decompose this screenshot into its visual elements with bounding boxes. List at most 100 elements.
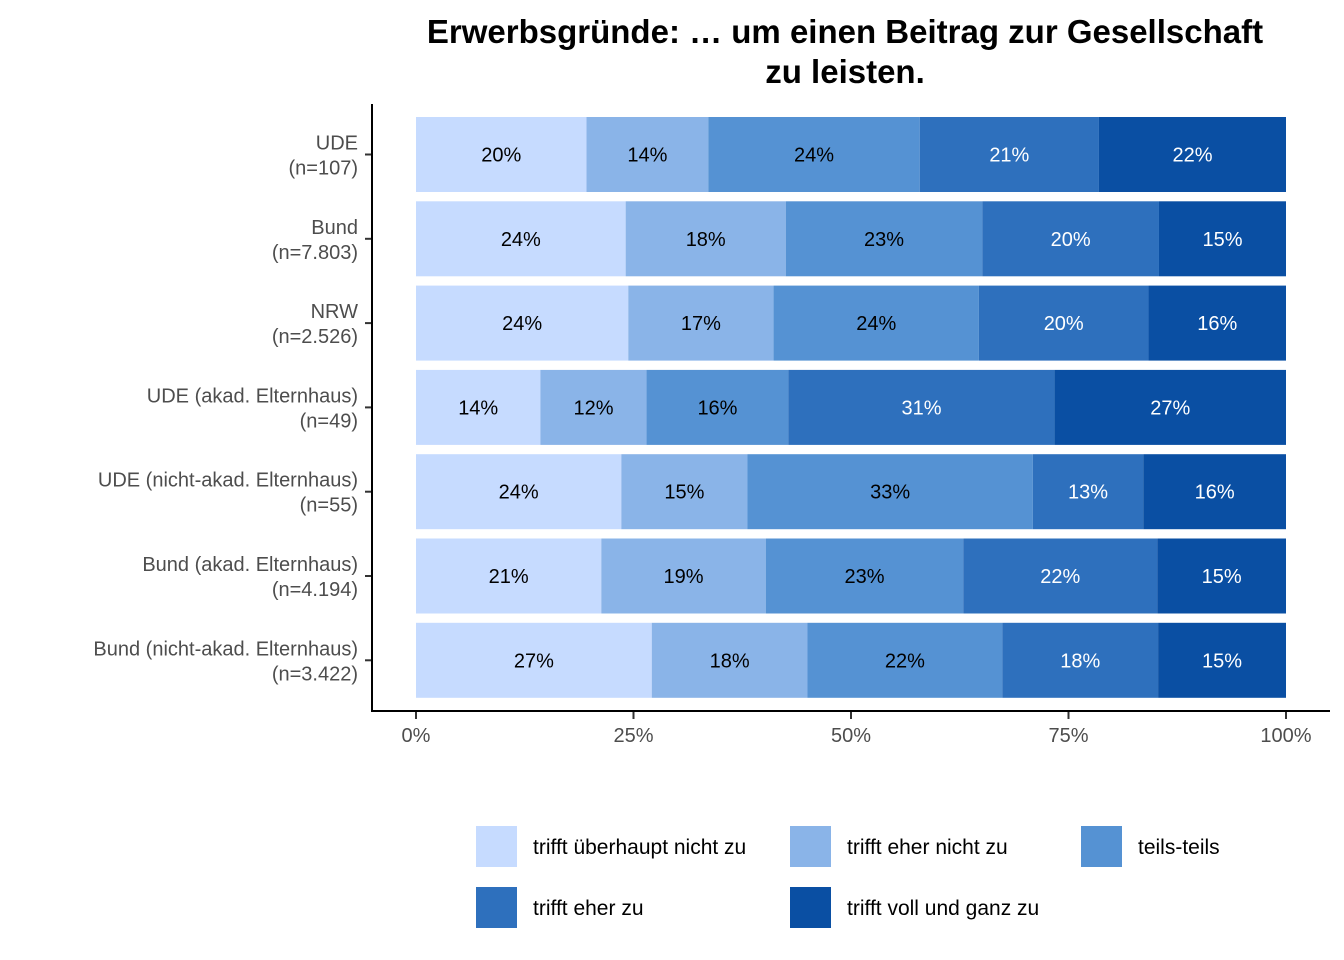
bar-segment: [416, 454, 622, 530]
y-tick-label-line: Bund: [311, 217, 358, 239]
bar-segment: [982, 201, 1159, 277]
bar-segment: [416, 201, 626, 277]
legend-label: trifft voll und ganz zu: [847, 897, 1039, 920]
chart-title: Erwerbsgründe: … um einen Beitrag zur Ge…: [350, 12, 1340, 92]
data-label: 24%: [856, 313, 896, 335]
data-label: 18%: [686, 229, 726, 251]
y-tick-label-line: UDE (akad. Elternhaus): [147, 385, 358, 407]
bar-segment: [416, 369, 541, 445]
data-label: 23%: [864, 229, 904, 251]
y-tick-label-line: (n=2.526): [272, 326, 358, 348]
data-label: 15%: [1202, 566, 1242, 588]
data-label: 19%: [664, 566, 704, 588]
bar-segment: [708, 117, 920, 192]
x-tick-label: 100%: [1260, 725, 1311, 747]
data-label: 20%: [481, 145, 521, 167]
bar-segment: [601, 538, 766, 614]
y-tick-label-line: (n=49): [300, 410, 358, 432]
x-tick-label: 0%: [402, 725, 431, 747]
bar-segment: [1157, 538, 1286, 614]
bar-segment: [1002, 622, 1159, 698]
data-label: 20%: [1051, 229, 1091, 251]
bar-segment: [1148, 285, 1286, 361]
y-tick-label: Bund (akad. Elternhaus) (n=4.194): [142, 554, 358, 601]
legend-swatch: [476, 826, 517, 867]
data-label: 24%: [794, 145, 834, 167]
legend-label: teils-teils: [1138, 836, 1220, 859]
bar-segment: [540, 369, 647, 445]
chart-title-line-1: Erwerbsgründe: … um einen Beitrag zur Ge…: [426, 13, 1264, 50]
bar-segment: [765, 538, 964, 614]
bar-segment: [416, 117, 587, 192]
y-tick-label-line: (n=7.803): [272, 242, 358, 264]
data-label: 23%: [844, 566, 884, 588]
legend-swatch: [790, 887, 831, 928]
data-label: 22%: [1172, 145, 1212, 167]
bar-segment: [785, 201, 983, 277]
bar-segment: [1032, 454, 1144, 530]
y-tick-label: UDE (n=107): [289, 133, 359, 180]
y-tick-label-line: (n=3.422): [272, 663, 358, 685]
bar-segment: [651, 622, 808, 698]
bar-segment: [416, 622, 652, 698]
data-label: 14%: [627, 145, 667, 167]
bar-segment: [1143, 454, 1286, 530]
data-label: 22%: [1040, 566, 1080, 588]
data-label: 15%: [1202, 229, 1242, 251]
bar-segment: [1158, 201, 1286, 277]
data-label: 18%: [1060, 650, 1100, 672]
bar-segment: [1098, 117, 1286, 192]
y-tick-label: UDE (akad. Elternhaus) (n=49): [147, 385, 358, 432]
bar-segment: [1158, 622, 1286, 698]
legend-label: trifft überhaupt nicht zu: [533, 836, 746, 859]
data-label: 14%: [458, 397, 498, 419]
bar-segment: [747, 454, 1033, 530]
data-label: 20%: [1044, 313, 1084, 335]
bars-layer: 20% 14% 24% 21% 22% 24% 18% 23% 20% 15% 24% 17% 24% 2…: [416, 117, 1286, 698]
data-label: 13%: [1068, 482, 1108, 504]
data-label: 16%: [697, 397, 737, 419]
y-tick-label-line: Bund (akad. Elternhaus): [142, 554, 358, 576]
data-label: 12%: [573, 397, 613, 419]
y-tick-label-line: (n=107): [289, 158, 359, 180]
legend: trifft überhaupt nicht zu trifft eher nic…: [476, 826, 1220, 928]
bar-segment: [963, 538, 1158, 614]
x-tick-label: 75%: [1048, 725, 1088, 747]
axes-layer: UDE (n=107) Bund (n=7.803) NRW (n=2.526) UDE (…: [93, 104, 1330, 747]
bar-segment: [621, 454, 748, 530]
data-label: 16%: [1195, 482, 1235, 504]
data-label: 24%: [499, 482, 539, 504]
data-label: 31%: [901, 397, 941, 419]
data-label: 21%: [989, 145, 1029, 167]
data-label: 24%: [502, 313, 542, 335]
data-label: 27%: [1150, 397, 1190, 419]
x-tick-label: 25%: [613, 725, 653, 747]
data-label: 18%: [710, 650, 750, 672]
legend-swatch: [1081, 826, 1122, 867]
y-tick-label: Bund (nicht-akad. Elternhaus) (n=3.422): [93, 638, 358, 685]
data-label: 22%: [885, 650, 925, 672]
y-tick-label: NRW (n=2.526): [272, 301, 358, 348]
y-tick-label: UDE (nicht-akad. Elternhaus) (n=55): [98, 470, 358, 517]
bar-segment: [416, 285, 629, 361]
bar-segment: [416, 538, 602, 614]
bar-segment: [919, 117, 1099, 192]
bar-segment: [628, 285, 774, 361]
data-label: 33%: [870, 482, 910, 504]
legend-swatch: [476, 887, 517, 928]
x-tick-label: 50%: [831, 725, 871, 747]
bar-segment: [625, 201, 786, 277]
legend-swatch: [790, 826, 831, 867]
legend-label: trifft eher zu: [533, 897, 644, 920]
data-label: 16%: [1197, 313, 1237, 335]
data-label: 21%: [489, 566, 529, 588]
bar-segment: [978, 285, 1149, 361]
bar-segment: [773, 285, 979, 361]
y-tick-label-line: NRW: [311, 301, 359, 323]
y-tick-label-line: UDE: [316, 133, 358, 155]
y-tick-label-line: Bund (nicht-akad. Elternhaus): [93, 638, 358, 660]
chart-title-line-2: zu leisten.: [765, 53, 925, 90]
bar-segment: [1054, 369, 1286, 445]
y-tick-label-line: UDE (nicht-akad. Elternhaus): [98, 470, 358, 492]
